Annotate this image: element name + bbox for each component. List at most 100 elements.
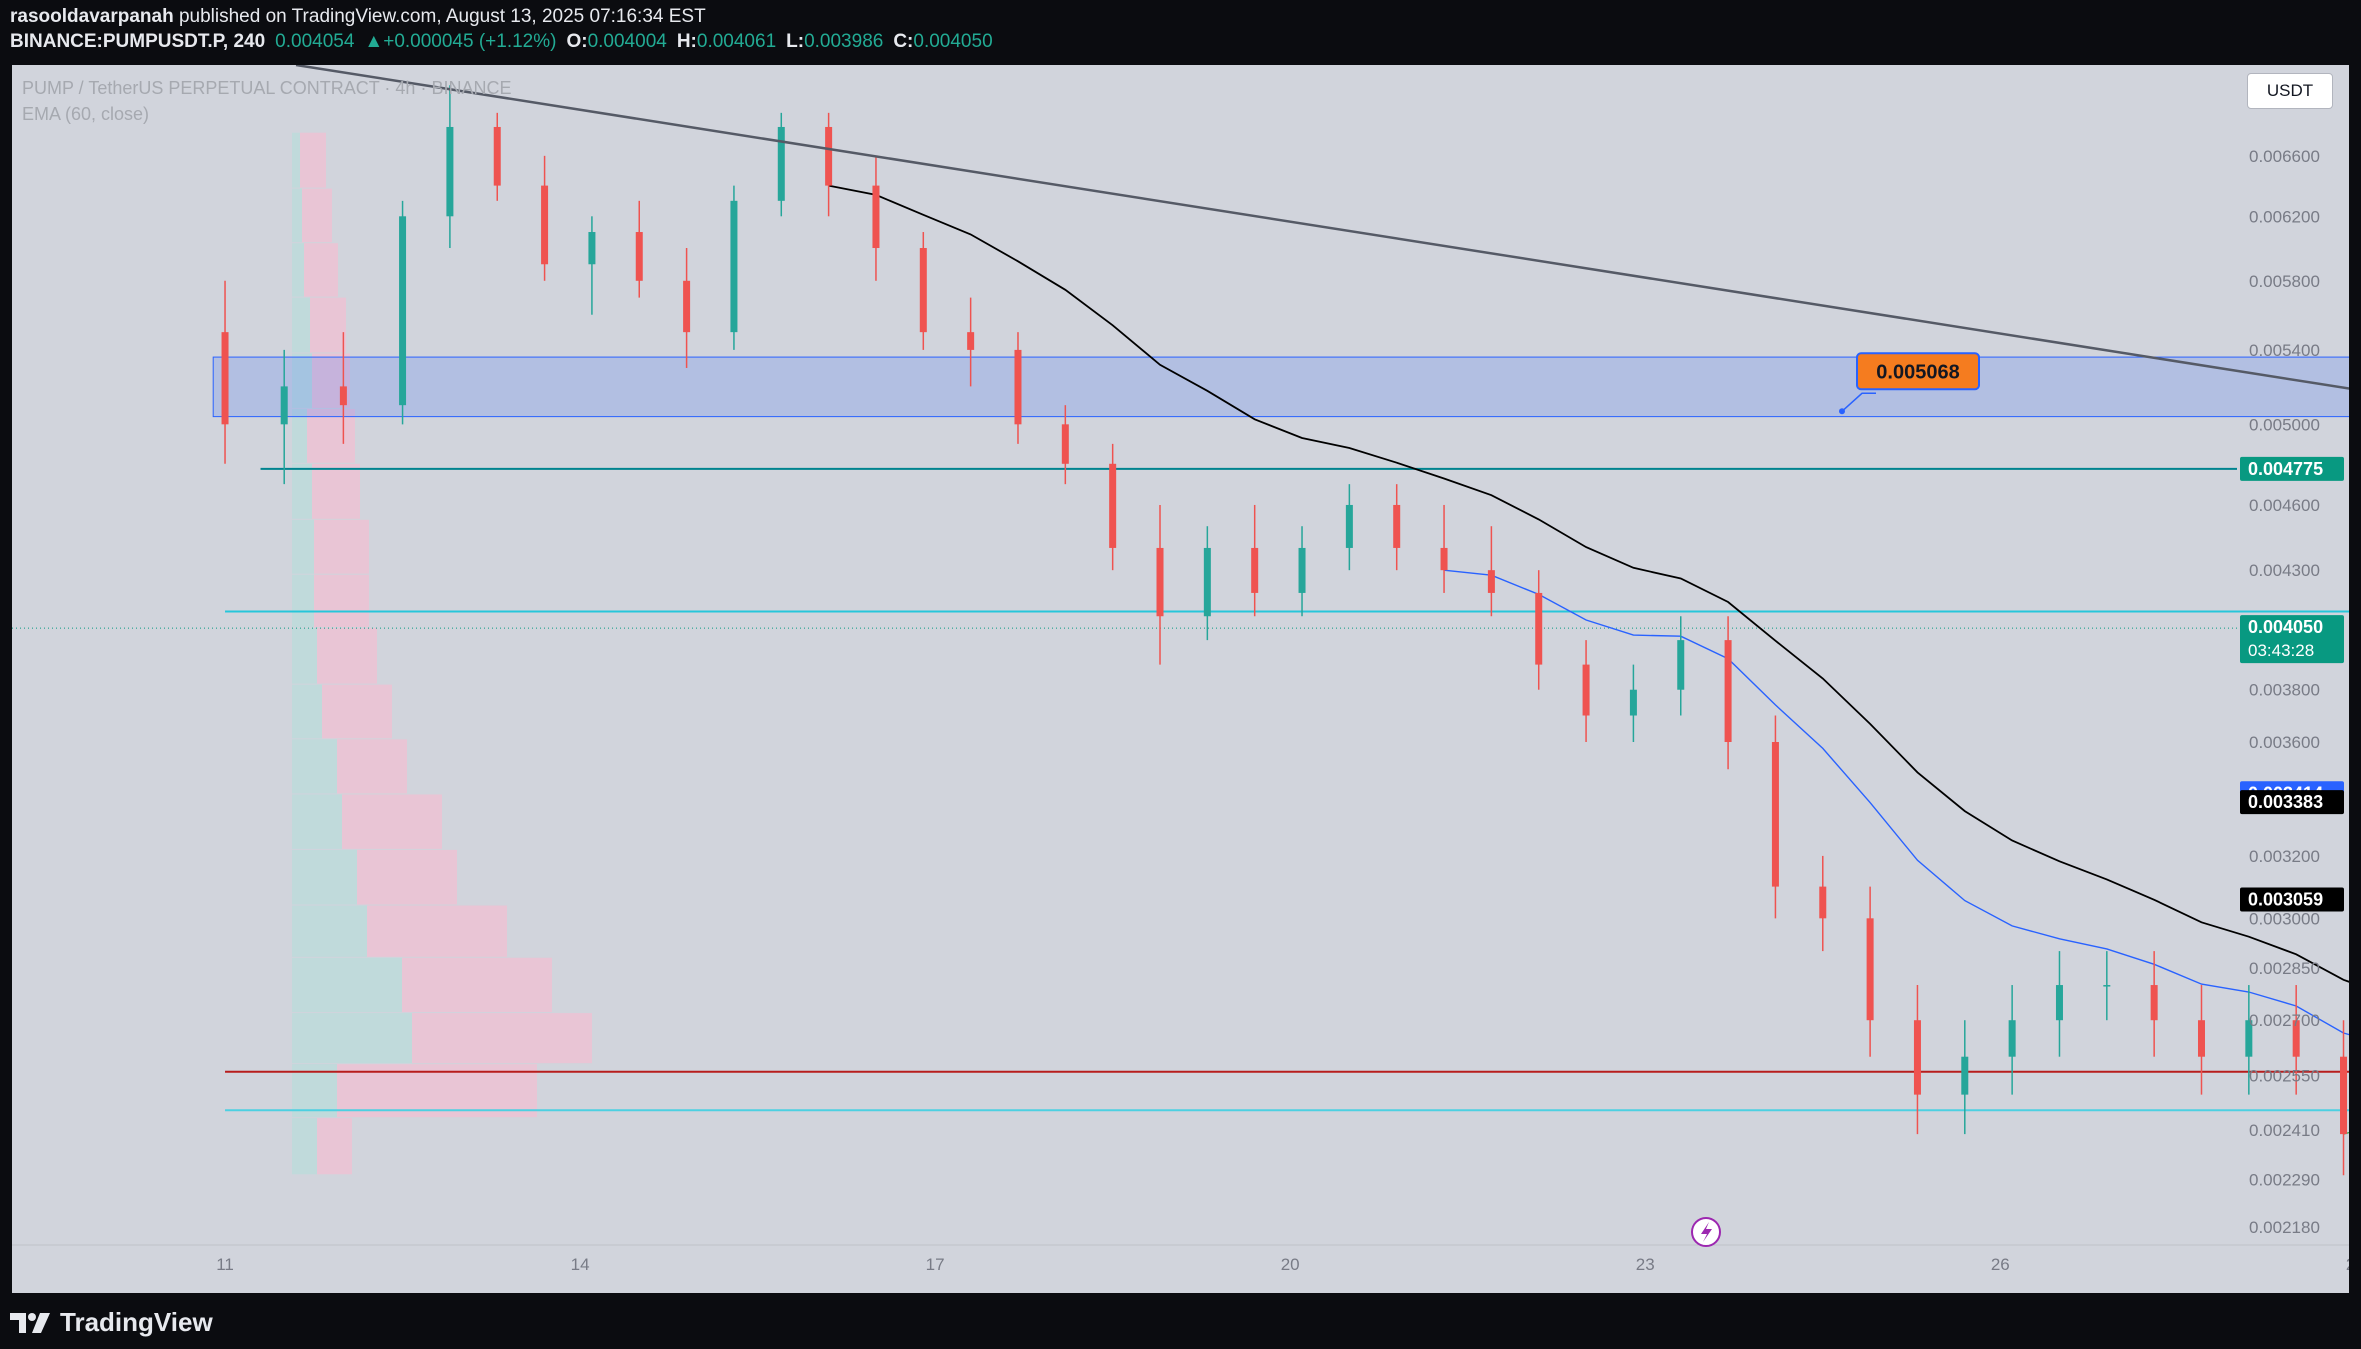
candle-body — [446, 126, 454, 217]
price-label-box — [2240, 887, 2344, 912]
volume-profile-up-bar — [292, 519, 314, 574]
candle-body — [1203, 547, 1211, 617]
volume-profile-up-bar — [292, 1064, 337, 1118]
candle — [1582, 640, 1590, 743]
y-tick-label: 0.003000 — [2249, 909, 2320, 928]
high-value: 0.004061 — [696, 31, 777, 52]
candle — [919, 232, 927, 350]
y-tick-label: 0.005400 — [2249, 341, 2320, 360]
candle — [1298, 526, 1306, 617]
candle — [1440, 504, 1448, 593]
chart-title: PUMP / TetherUS PERPETUAL CONTRACT · 4h … — [22, 78, 512, 98]
candle-body — [2008, 1020, 2016, 1057]
candle-body — [2103, 985, 2111, 987]
candle — [2008, 985, 2016, 1095]
volume-profile-down-bar — [322, 684, 392, 739]
x-tick-label: 29 — [2346, 1255, 2349, 1274]
candle — [1345, 484, 1353, 571]
candle-body — [2197, 1020, 2205, 1057]
x-tick-label: 26 — [1991, 1255, 2010, 1274]
candle-body — [2055, 985, 2063, 1021]
published-text: published on TradingView.com, August 13,… — [178, 6, 706, 27]
candle — [399, 200, 407, 425]
volume-profile-up-bar — [292, 243, 304, 297]
candle-body — [399, 216, 407, 406]
open-value: 0.004004 — [587, 31, 667, 52]
indicator-title[interactable]: EMA (60, close) — [22, 104, 150, 124]
candle-body — [1819, 886, 1827, 919]
ema-line-black — [828, 184, 2349, 983]
candle — [1629, 664, 1637, 743]
candle — [588, 216, 596, 315]
candle — [967, 297, 975, 387]
volume-profile-up-bar — [292, 849, 357, 905]
candle — [730, 185, 738, 350]
x-tick-label: 23 — [1636, 1255, 1655, 1274]
volume-profile-down-bar — [314, 519, 369, 574]
price-label-text: 0.004775 — [2248, 459, 2323, 479]
price-zone — [212, 356, 2349, 418]
volume-profile-up-bar — [292, 408, 307, 463]
candle-body — [777, 126, 785, 201]
lightning-icon-bolt — [1701, 1222, 1712, 1242]
candle-body — [1014, 349, 1022, 425]
candle — [1913, 985, 1921, 1135]
y-tick-label: 0.004600 — [2249, 496, 2320, 515]
volume-profile-down-bar — [317, 1118, 352, 1175]
volume-profile-down-bar — [302, 188, 332, 243]
logo-text: TradingView — [60, 1307, 213, 1337]
volume-profile-down-bar — [412, 1013, 592, 1064]
candle-body — [493, 126, 501, 186]
y-tick-label: 0.003200 — [2249, 847, 2320, 866]
open-label: O: — [566, 31, 588, 52]
price-chart[interactable]: 0.0050680.0070000.0066000.0062000.005800… — [12, 65, 2349, 1293]
tradingview-logo[interactable]: TradingView — [10, 1307, 213, 1338]
volume-profile-down-bar — [337, 739, 407, 794]
volume-profile-down-bar — [317, 628, 377, 684]
candle — [2340, 1020, 2348, 1176]
volume-profile-down-bar — [342, 794, 442, 849]
candle-body — [825, 126, 833, 186]
price-label-text: 0.003383 — [2248, 792, 2323, 812]
chart-header: rasooldavarpanah published on TradingVie… — [0, 0, 2361, 64]
callout-label: 0.005068 — [1876, 361, 1959, 383]
price-label-text: 0.003059 — [2248, 889, 2323, 909]
candle — [1677, 616, 1685, 716]
candle — [1156, 504, 1164, 665]
y-tick-label: 0.005000 — [2249, 415, 2320, 434]
candle-body — [1440, 547, 1448, 571]
candle — [446, 85, 454, 249]
x-tick-label: 17 — [926, 1255, 945, 1274]
candle-body — [967, 332, 975, 350]
price-label-box — [2240, 615, 2344, 664]
callout-pointer — [1841, 392, 1876, 412]
y-tick-label: 0.006200 — [2249, 207, 2320, 226]
low-value: 0.003986 — [804, 31, 884, 52]
chart-area[interactable]: 0.0050680.0070000.0066000.0062000.005800… — [12, 65, 2349, 1293]
candle — [541, 155, 549, 281]
price-change: +0.000045 (+1.12%) — [383, 31, 557, 52]
y-tick-label: 0.002410 — [2249, 1121, 2320, 1140]
volume-profile-up-bar — [292, 188, 302, 243]
candle — [1203, 526, 1211, 641]
ohlc-line: BINANCE:PUMPUSDT.P, 240 0.004054 ▲+0.00004… — [10, 31, 993, 53]
y-tick-label: 0.003600 — [2249, 733, 2320, 752]
lightning-icon — [1691, 1217, 1721, 1247]
candle — [1251, 504, 1259, 617]
author-name[interactable]: rasooldavarpanah — [10, 6, 174, 27]
currency-button[interactable]: USDT — [2247, 73, 2333, 109]
candle-body — [1487, 570, 1495, 593]
last-price: 0.004054 — [275, 31, 355, 52]
candle-body — [1535, 592, 1543, 665]
candle-body — [730, 200, 738, 333]
y-tick-label: 0.002850 — [2249, 959, 2320, 978]
candle-body — [1913, 1020, 1921, 1095]
volume-profile-up-bar — [292, 905, 367, 957]
candle — [1061, 405, 1069, 485]
low-label: L: — [786, 31, 805, 52]
y-tick-label: 0.002700 — [2249, 1011, 2320, 1030]
candle-body — [1061, 424, 1069, 464]
y-tick-label: 0.003800 — [2249, 681, 2320, 700]
volume-profile-down-bar — [300, 132, 326, 188]
price-label-box — [2240, 790, 2344, 815]
